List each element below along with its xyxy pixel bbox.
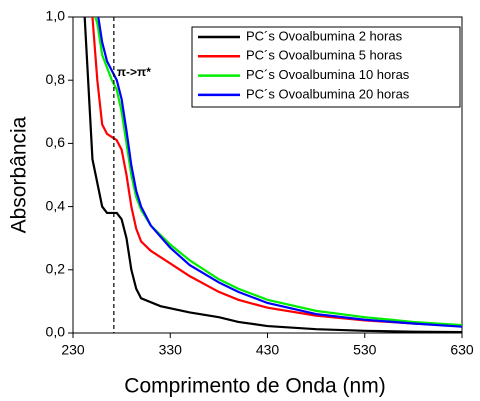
x-tick-label: 430 xyxy=(256,342,280,358)
y-tick-label: 0,4 xyxy=(46,197,66,213)
y-tick-label: 0,2 xyxy=(46,261,66,277)
y-tick-label: 1,0 xyxy=(46,8,66,24)
plot-area xyxy=(83,17,462,333)
annotation: π->π* xyxy=(117,65,151,79)
x-axis-label: Comprimento de Onda (nm) xyxy=(124,375,385,398)
legend-label: PC´s Ovoalbumina 10 horas xyxy=(246,67,410,82)
series-line xyxy=(94,17,462,327)
y-axis-label: Absorbância xyxy=(8,116,31,233)
legend-label: PC´s Ovoalbumina 2 horas xyxy=(246,28,403,43)
x-tick-label: 530 xyxy=(353,342,377,358)
y-tick-label: 0,0 xyxy=(46,324,66,340)
x-tick-label: 230 xyxy=(61,342,85,358)
series-line xyxy=(97,17,462,328)
x-tick-label: 630 xyxy=(450,342,474,358)
series-line xyxy=(91,17,462,328)
legend-label: PC´s Ovoalbumina 5 horas xyxy=(246,48,403,63)
series-line xyxy=(83,17,462,333)
y-tick-label: 0,6 xyxy=(46,134,66,150)
y-tick-label: 0,8 xyxy=(46,71,66,87)
legend-label: PC´s Ovoalbumina 20 horas xyxy=(246,86,410,101)
x-tick-label: 330 xyxy=(159,342,183,358)
